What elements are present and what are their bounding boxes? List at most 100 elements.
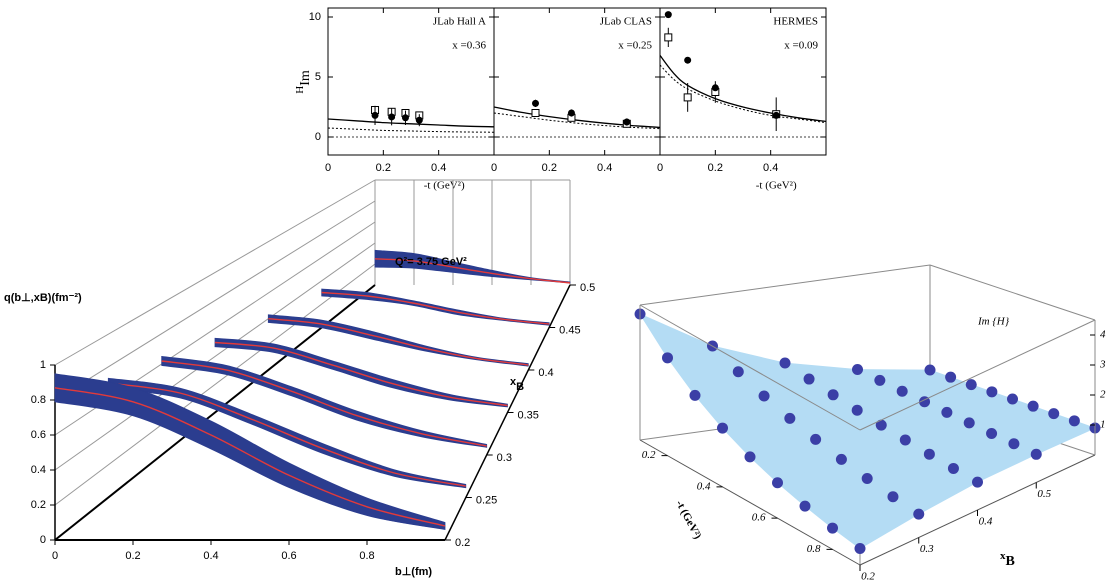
- surface-point: [887, 491, 899, 503]
- z-tick-label: 1: [40, 359, 46, 371]
- depth-tick-label: 0.2: [455, 537, 470, 549]
- panel-title: HERMES: [773, 16, 818, 28]
- model-curve: [327, 118, 495, 128]
- x-axis-label: -t (GeV²): [756, 180, 797, 192]
- central-curve: [321, 291, 550, 325]
- x-tick-label: 0.4: [597, 162, 612, 174]
- error-band: [107, 377, 467, 489]
- data-point-filled: [711, 84, 719, 92]
- surface-point: [779, 357, 791, 369]
- surface-point: [803, 373, 815, 385]
- x-tick-label: 0: [52, 550, 58, 562]
- central-curve: [214, 341, 508, 407]
- grid-line: [54, 179, 376, 366]
- z-axis-label: Im {H}: [977, 316, 1010, 328]
- x-tick-label: 0: [491, 162, 497, 174]
- model-curve: [327, 127, 495, 133]
- y-axis-label-sub: Im: [298, 70, 313, 86]
- x-tick-label: 0.4: [763, 162, 778, 174]
- depth-tick-label: 0.4: [538, 367, 553, 379]
- surface-point: [744, 451, 756, 463]
- y-tick-label: 5: [315, 71, 321, 83]
- surface-point: [732, 366, 744, 378]
- surface-point: [784, 412, 796, 424]
- x-tick-label: 0.6: [752, 512, 766, 524]
- surface-point: [1007, 393, 1018, 405]
- surface-point: [965, 379, 977, 391]
- model-curve: [493, 106, 661, 129]
- z-tick-label: 3: [1099, 359, 1106, 371]
- y-axis-label: HIm: [294, 70, 314, 94]
- surface-point: [941, 406, 953, 418]
- surface-point: [923, 448, 935, 460]
- surface-point: [945, 371, 957, 383]
- x-tick-label: 0.2: [125, 550, 140, 562]
- x-tick-label: 0: [325, 162, 331, 174]
- box-edge: [929, 264, 1096, 321]
- depth-tick-label: 0.3: [497, 452, 512, 464]
- central-curve: [268, 318, 529, 366]
- x-tick-label: 0.2: [542, 162, 557, 174]
- box-edge: [639, 439, 861, 566]
- central-curve: [108, 382, 466, 487]
- data-point-open: [683, 93, 692, 102]
- surface-point: [810, 433, 822, 445]
- y-axis-label-main: x: [1000, 550, 1006, 562]
- surface-point: [758, 390, 770, 402]
- surface-point: [1068, 415, 1080, 427]
- surface-point: [972, 476, 983, 488]
- z-tick-label: 2: [1100, 389, 1106, 401]
- panel-subtitle: x =0.09: [784, 40, 818, 52]
- panel-frame: [659, 7, 827, 156]
- x-tick-label: 0.8: [807, 543, 821, 555]
- y-axis-label-sub: B: [1006, 554, 1015, 569]
- depth-axis-label-sub: B: [516, 381, 524, 393]
- z-tick-label: 0.8: [31, 394, 46, 406]
- x-tick-label: 0.4: [203, 550, 218, 562]
- z-tick-label: 0.2: [31, 499, 46, 511]
- grid-line: [54, 200, 376, 401]
- surface-point: [772, 477, 783, 489]
- box-edge: [639, 304, 861, 431]
- panel-title: JLab Hall A: [433, 16, 486, 28]
- x-tick-label: 0.4: [697, 480, 711, 492]
- z-tick-label: 0.6: [31, 429, 46, 441]
- surface-point: [913, 508, 925, 520]
- x-tick-label: 0.2: [708, 162, 723, 174]
- surface-point: [717, 422, 728, 434]
- surface-point: [852, 364, 863, 375]
- surface-point: [851, 404, 863, 416]
- data-point-filled: [772, 111, 780, 119]
- surface-point: [1027, 400, 1039, 412]
- z-tick-label: 4: [1100, 329, 1106, 341]
- surface-point: [986, 386, 998, 398]
- surface-point: [662, 352, 673, 364]
- depth-tick-label: 0.25: [476, 494, 497, 506]
- depth-axis-label-main: x: [510, 376, 517, 388]
- surface-point: [854, 543, 866, 554]
- surface-point: [875, 419, 887, 431]
- z-axis-label: q(b⊥,xB)(fm⁻²): [4, 292, 82, 304]
- y-axis-label-main: H: [294, 86, 306, 94]
- central-curve: [161, 360, 487, 447]
- data-point-open: [531, 109, 540, 117]
- surface-point: [874, 374, 886, 386]
- y-tick-label: 0: [315, 131, 321, 143]
- data-point-filled: [623, 118, 631, 126]
- y-axis-label: xB: [1000, 550, 1015, 570]
- x-axis-label: b⊥(fm): [395, 566, 432, 578]
- depth-tick-label: 0.45: [559, 324, 580, 336]
- surface-point: [689, 389, 701, 401]
- surface-point: [835, 453, 847, 465]
- y-tick-label: 0.3: [920, 543, 934, 555]
- surface-point: [827, 389, 839, 401]
- surface-point: [861, 473, 873, 485]
- z-tick-label: 0: [40, 534, 46, 546]
- depth-axis-label: xB: [510, 376, 524, 393]
- surface-point: [827, 522, 838, 534]
- z-tick-label: 1: [1100, 419, 1106, 431]
- y-tick-label: 0.5: [1037, 488, 1051, 500]
- panel-subtitle: x =0.36: [452, 40, 486, 52]
- surface-point: [1008, 438, 1020, 450]
